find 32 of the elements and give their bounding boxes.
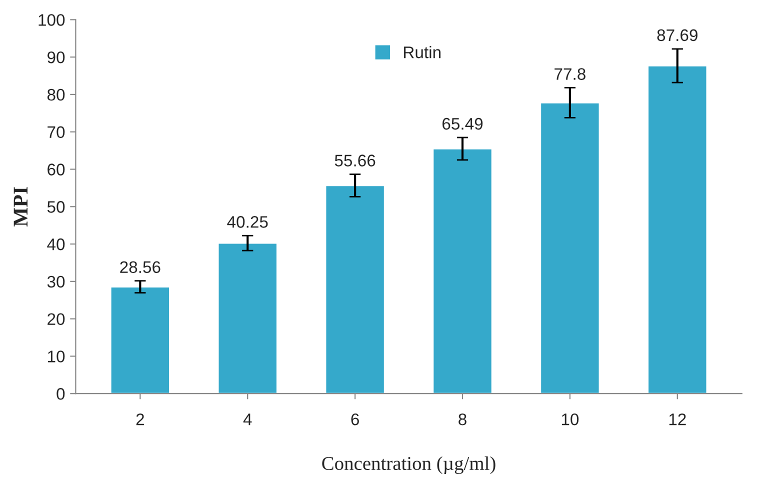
y-tick-label: 90 — [48, 51, 65, 64]
data-label: 87.69 — [657, 29, 698, 42]
bar — [432, 148, 493, 394]
data-label: 77.8 — [554, 68, 586, 80]
y-tick-label: 30 — [47, 276, 65, 288]
legend-label: Rutin — [404, 46, 440, 58]
data-label: 28.56 — [120, 261, 160, 274]
data-label: 55.66 — [334, 154, 376, 166]
x-tick-label: 12 — [669, 413, 686, 426]
bar — [217, 242, 278, 394]
y-tick-label: 10 — [48, 350, 65, 362]
x-tick-label: 10 — [562, 413, 579, 426]
x-tick-label: 4 — [243, 414, 252, 426]
y-tick-label: 20 — [48, 313, 65, 326]
x-tick-label: 8 — [458, 413, 466, 426]
y-tick-label: 100 — [38, 14, 65, 26]
bar — [324, 184, 386, 394]
x-tick-label: 2 — [136, 413, 144, 426]
y-axis-title: MPI — [14, 187, 28, 227]
y-tick-label: 80 — [47, 88, 65, 101]
bar — [540, 102, 600, 394]
y-tick-label: 40 — [47, 238, 65, 250]
x-axis-title: Concentration (µg/ml) — [322, 456, 496, 474]
data-label: 40.25 — [227, 216, 268, 228]
y-tick-label: 0 — [56, 388, 65, 400]
bar — [647, 65, 708, 394]
bar — [110, 286, 170, 394]
y-tick-label: 50 — [47, 201, 65, 213]
x-tick-label: 6 — [351, 413, 359, 426]
y-tick-label: 60 — [48, 164, 65, 176]
y-tick-label: 70 — [48, 126, 65, 138]
data-label: 65.49 — [442, 118, 483, 130]
